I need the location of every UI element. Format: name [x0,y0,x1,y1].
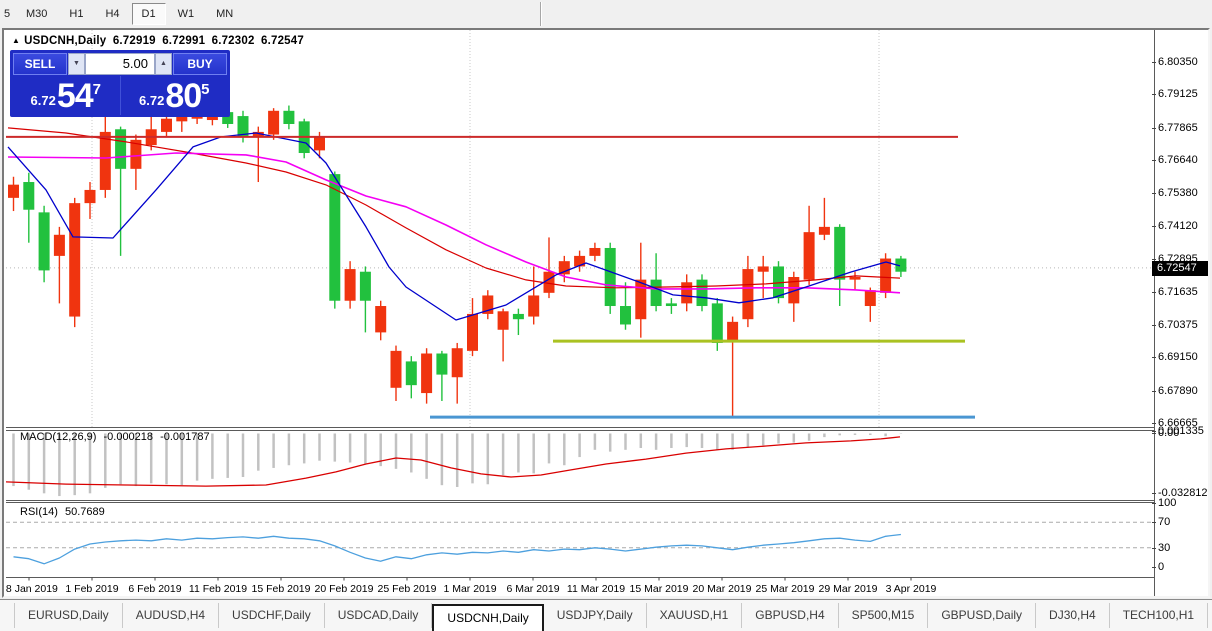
buy-price-prefix: 6.72 [139,93,165,108]
date-axis-label: 1 Mar 2019 [443,583,496,595]
axis-tick-label: 0 [1152,561,1210,574]
axis-tick-label: 6.71635 [1152,286,1210,299]
symbol-tab-gbpusd-daily[interactable]: GBPUSD,Daily [928,603,1037,628]
axis-tick-label: 100 [1152,497,1210,510]
chart-title: ▲ USDCNH,Daily 6.72919 6.72991 6.72302 6.… [12,35,307,47]
axis-tick-label: 0.001335 [1152,425,1210,438]
date-axis-label: 20 Feb 2019 [315,583,374,595]
ohlc-open: 6.72919 [112,35,156,47]
date-axis-label: 6 Mar 2019 [506,583,559,595]
one-click-trade-panel: SELL ▼ 5.00 ▲ BUY 6.72 54 7 6.72 80 5 [10,50,230,117]
timeframe-button-H1[interactable]: H1 [69,8,84,20]
symbol-tab-dj30-h4[interactable]: DJ30,H4 [1036,603,1110,628]
axis-tick-label: -0.032812 [1152,487,1210,500]
buy-button[interactable]: BUY [173,53,227,75]
axis-tick-label: 6.80350 [1152,56,1210,69]
chart-symbol-label: USDCNH,Daily [24,35,107,47]
axis-tick-label: 6.74120 [1152,220,1210,233]
symbol-tab-xauusd-h1[interactable]: XAUUSD,H1 [647,603,743,628]
sell-button[interactable]: SELL [13,53,67,75]
chart-window: 28 Jan 2019 1 Feb 2019 6 Feb 2019 11 Feb 20… [2,28,1210,598]
axis-tick-label: 6.79125 [1152,88,1210,101]
symbol-tab-bar: EURUSD,Daily AUDUSD,H4 USDCHF,Daily USDCAD,… [0,599,1212,631]
timeframe-button-5[interactable]: 5 [4,8,11,20]
symbol-tab-tech100-h1[interactable]: TECH100,H1 [1110,603,1209,628]
axis-tick-label: 70 [1152,516,1210,529]
toolbar-separator [540,2,542,26]
timeframe-button-M30[interactable]: M30 [26,8,48,20]
axis-tick-label: 6.77865 [1152,122,1210,135]
timeframe-button-W1[interactable]: W1 [177,8,195,20]
symbol-tab-sp500-m15[interactable]: SP500,M15 [839,603,929,628]
symbol-tab-usdcad-daily[interactable]: USDCAD,Daily [325,603,433,628]
axis-tick-label: 6.70375 [1152,319,1210,332]
date-axis-label: 15 Mar 2019 [630,583,689,595]
ohlc-high: 6.72991 [162,35,206,47]
symbol-tab-eurusd-daily[interactable]: EURUSD,Daily [14,603,123,628]
macd-signal-value: -0.001787 [160,431,210,443]
macd-name: MACD(12,26,9) [20,431,97,443]
axis-tick-label: 30 [1152,542,1210,555]
date-axis-label: 15 Feb 2019 [252,583,311,595]
rsi-name: RSI(14) [20,506,58,518]
sell-price-sup: 7 [92,81,101,98]
symbol-tab-audusd-h4[interactable]: AUDUSD,H4 [123,603,220,628]
ohlc-low: 6.72302 [211,35,255,47]
sell-price-big: 54 [56,77,94,115]
date-axis-label: 25 Mar 2019 [756,583,815,595]
axis-tick-label: 6.75380 [1152,187,1210,200]
current-price-tag: 6.72547 [1152,261,1208,276]
date-axis-label: 28 Jan 2019 [6,583,58,595]
date-axis-label: 3 Apr 2019 [886,583,937,595]
symbol-tab-usdcnh-daily[interactable]: USDCNH,Daily [432,604,544,631]
chart-collapse-icon[interactable]: ▲ [12,36,21,45]
symbol-tab-usdchf-daily[interactable]: USDCHF,Daily [219,603,325,628]
sell-price-prefix: 6.72 [30,93,56,108]
volume-field[interactable]: 5.00 [85,53,155,75]
volume-down-button[interactable]: ▼ [68,53,85,75]
timeframe-button-H4[interactable]: H4 [105,8,120,20]
buy-price-display[interactable]: 6.72 80 5 [121,76,229,115]
date-axis-label: 6 Feb 2019 [128,583,181,595]
buy-price-sup: 5 [201,81,210,98]
date-axis-label: 25 Feb 2019 [378,583,437,595]
volume-up-button[interactable]: ▲ [155,53,172,75]
axis-tick-label: 0.00 [1152,427,1210,440]
date-axis-label: 11 Feb 2019 [189,583,247,595]
macd-indicator-label: MACD(12,26,9) -0.000218 -0.001787 [20,431,214,443]
timeframe-button-D1[interactable]: D1 [131,3,166,25]
buy-price-big: 80 [165,77,202,115]
symbol-tab-ukc[interactable]: UKC [1208,603,1212,628]
ohlc-close: 6.72547 [260,35,304,47]
rsi-value: 50.7689 [64,506,105,518]
symbol-tab-gbpusd-h4[interactable]: GBPUSD,H4 [742,603,839,628]
date-axis-label: 29 Mar 2019 [819,583,878,595]
rsi-indicator-label: RSI(14) 50.7689 [20,506,109,518]
symbol-tab-usdjpy-daily[interactable]: USDJPY,Daily [544,603,647,628]
timeframe-button-MN[interactable]: MN [216,8,234,20]
axis-tick-label: 6.69150 [1152,351,1210,364]
date-axis-label: 11 Mar 2019 [567,583,625,595]
macd-value: -0.000218 [103,431,154,443]
chart-canvas[interactable]: 28 Jan 2019 1 Feb 2019 6 Feb 2019 11 Feb 20… [6,30,1157,596]
sell-price-display[interactable]: 6.72 54 7 [12,76,121,115]
date-axis-label: 1 Feb 2019 [65,583,118,595]
axis-tick-label: 6.67890 [1152,385,1210,398]
timeframe-toolbar: 5 M30 H1 H4 D1 W1 MN [0,0,1212,28]
date-axis-label: 20 Mar 2019 [693,583,752,595]
axis-tick-label: 6.66665 [1152,417,1210,430]
axis-tick-label: 6.76640 [1152,154,1210,167]
